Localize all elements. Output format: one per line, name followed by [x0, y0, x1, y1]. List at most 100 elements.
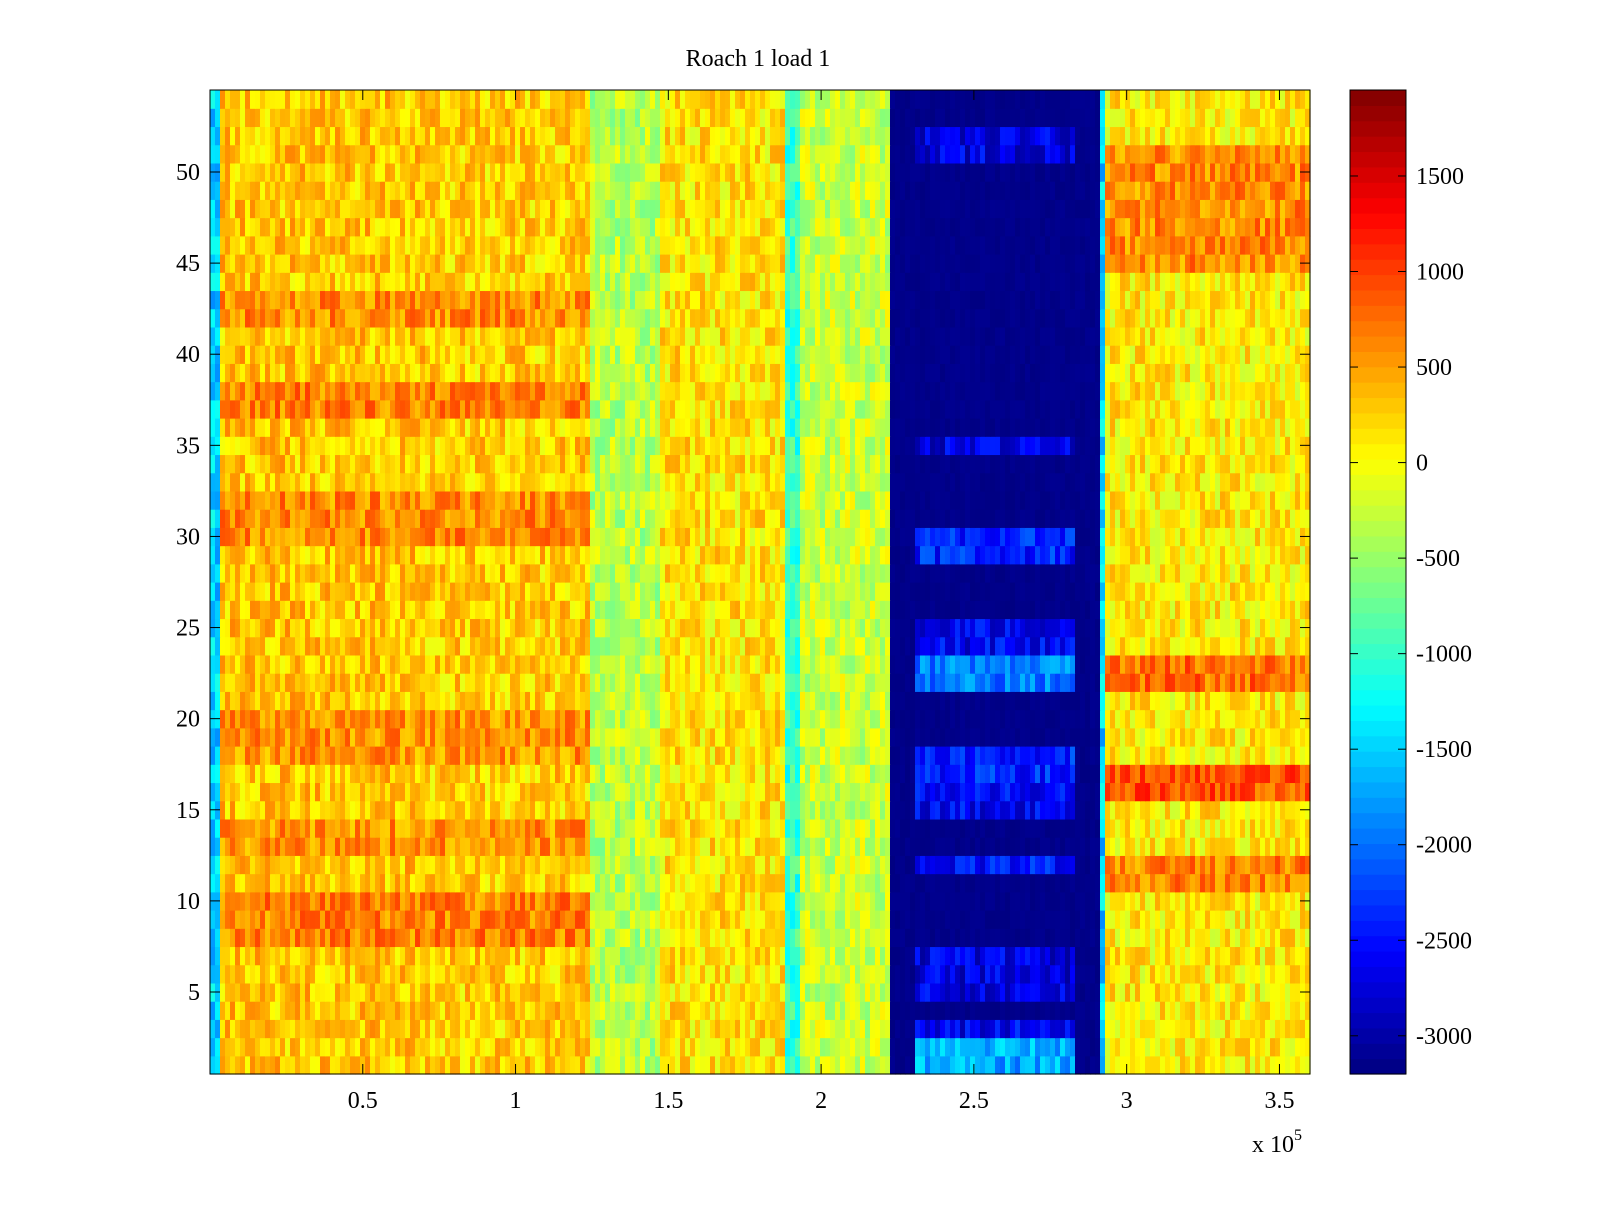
heatmap-cell [930, 910, 936, 929]
heatmap-cell [680, 1037, 686, 1057]
heatmap-cell [1030, 1001, 1036, 1020]
heatmap-cell [705, 1055, 711, 1075]
heatmap-cell [1260, 982, 1266, 1002]
heatmap-cell [890, 746, 896, 765]
heatmap-cell [1305, 1019, 1311, 1039]
heatmap-cell [445, 764, 451, 784]
heatmap-cell [380, 654, 386, 674]
heatmap-cell [530, 1019, 536, 1039]
heatmap-cell [810, 709, 816, 729]
heatmap-cell [1035, 855, 1041, 875]
heatmap-cell [1195, 946, 1201, 966]
heatmap-cell [1210, 1037, 1216, 1057]
heatmap-cell [945, 782, 951, 802]
heatmap-cell [1210, 964, 1216, 984]
heatmap-cell [1115, 727, 1121, 747]
heatmap-cell [1240, 1001, 1246, 1020]
heatmap-cell [325, 1055, 331, 1075]
heatmap-cell [435, 800, 441, 820]
heatmap-cell [855, 782, 861, 802]
heatmap-cell [835, 746, 841, 765]
heatmap-cell [465, 782, 471, 802]
heatmap-cell [1080, 673, 1086, 692]
heatmap-cell [1305, 928, 1311, 948]
heatmap-cell [430, 891, 436, 911]
heatmap-cell [265, 946, 271, 966]
heatmap-cell [515, 782, 521, 802]
heatmap-cell [260, 855, 266, 875]
heatmap-cell [985, 891, 991, 911]
heatmap-cell [455, 891, 461, 911]
heatmap-cell [540, 764, 546, 784]
heatmap-cell [500, 946, 506, 966]
heatmap-cell [890, 800, 896, 820]
heatmap-cell [525, 764, 531, 784]
heatmap-cell [220, 855, 226, 875]
heatmap-cell [1185, 891, 1191, 911]
heatmap-cell [1000, 982, 1006, 1002]
heatmap-cell [310, 1055, 316, 1075]
heatmap-cell [1205, 1019, 1211, 1039]
heatmap-cell [1005, 891, 1011, 911]
heatmap-cell [1230, 1001, 1236, 1020]
heatmap-cell [355, 709, 361, 729]
heatmap-cell [880, 691, 886, 711]
heatmap-cell [790, 1037, 796, 1057]
heatmap-cell [1255, 910, 1261, 929]
heatmap-cell [910, 837, 916, 856]
heatmap-cell [1200, 873, 1206, 893]
heatmap-cell [980, 928, 986, 948]
heatmap-cell [685, 691, 691, 711]
heatmap-cell [1200, 800, 1206, 820]
heatmap-cell [345, 855, 351, 875]
heatmap-cell [250, 764, 256, 784]
heatmap-cell [1080, 837, 1086, 856]
heatmap-cell [1070, 709, 1076, 729]
heatmap-cell [995, 727, 1001, 747]
heatmap-cell [1010, 873, 1016, 893]
heatmap-cell [685, 1019, 691, 1039]
heatmap-cell [300, 746, 306, 765]
heatmap-cell [1205, 764, 1211, 784]
heatmap-cell [540, 964, 546, 984]
heatmap-cell [865, 873, 871, 893]
heatmap-cell [760, 709, 766, 729]
heatmap-cell [520, 727, 526, 747]
heatmap-cell [585, 891, 591, 911]
heatmap-cell [330, 1001, 336, 1020]
heatmap-cell [880, 654, 886, 674]
heatmap-cell [795, 1055, 801, 1075]
heatmap-cell [990, 727, 996, 747]
heatmap-cell [865, 746, 871, 765]
heatmap-cell [1255, 1037, 1261, 1057]
heatmap-cell [705, 654, 711, 674]
heatmap-cell [210, 837, 216, 856]
heatmap-cell [1285, 891, 1291, 911]
heatmap-cell [255, 691, 261, 711]
heatmap-cell [265, 800, 271, 820]
heatmap-cell [460, 691, 466, 711]
heatmap-cell [970, 891, 976, 911]
heatmap-cell [535, 654, 541, 674]
heatmap-cell [815, 709, 821, 729]
heatmap-cell [1045, 673, 1051, 692]
heatmap-cell [575, 673, 581, 692]
heatmap-cell [1015, 709, 1021, 729]
heatmap-cell [565, 1055, 571, 1075]
heatmap-cell [540, 782, 546, 802]
heatmap-cell [1235, 818, 1241, 838]
heatmap-cell [325, 673, 331, 692]
heatmap-cell [1105, 855, 1111, 875]
heatmap-cell [445, 1001, 451, 1020]
heatmap-cell [795, 1001, 801, 1020]
heatmap-cell [475, 873, 481, 893]
heatmap-cell [495, 946, 501, 966]
heatmap-cell [330, 1019, 336, 1039]
heatmap-cell [250, 910, 256, 929]
heatmap-cell [470, 946, 476, 966]
heatmap-cell [825, 873, 831, 893]
heatmap-cell [830, 818, 836, 838]
heatmap-cell [1140, 727, 1146, 747]
heatmap-cell [870, 1037, 876, 1057]
heatmap-cell [575, 928, 581, 948]
